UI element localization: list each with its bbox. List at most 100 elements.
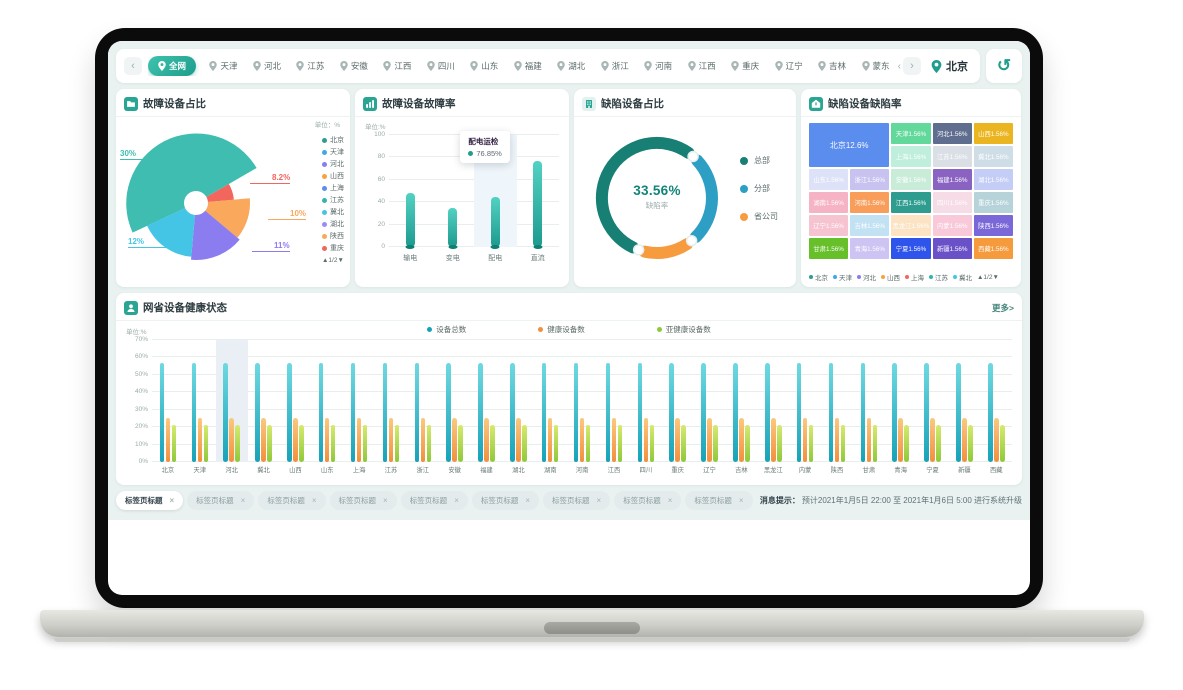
region-tab-8[interactable]: 福建	[512, 57, 544, 75]
treemap-cell-21[interactable]: 陕西1.56%	[973, 215, 1013, 236]
health-bar-2-2[interactable]	[235, 425, 240, 462]
region-tab-7[interactable]: 山东	[468, 57, 500, 75]
treemap-cell-5[interactable]: 江苏1.56%	[932, 146, 972, 167]
treemap-legend-pager[interactable]: ▲1/2▼	[977, 273, 999, 281]
legend-pager[interactable]: ▲1/2▼	[322, 257, 344, 264]
city-selector[interactable]: 北京	[927, 58, 972, 74]
health-bar-4-1[interactable]	[293, 418, 298, 462]
health-bar-6-2[interactable]	[362, 425, 368, 462]
health-bar-5-1[interactable]	[324, 418, 330, 462]
health-bar-22-0[interactable]	[860, 362, 866, 462]
health-bar-26-1[interactable]	[994, 418, 999, 462]
health-bar-7-1[interactable]	[388, 418, 394, 462]
treemap-legend-item-2[interactable]: 河北	[857, 272, 876, 282]
health-bar-26-0[interactable]	[988, 362, 993, 462]
tab-6[interactable]: 标签页标题 ×	[543, 491, 611, 510]
health-bar-4-2[interactable]	[299, 425, 304, 462]
health-legend-item-1[interactable]: 健康设备数	[538, 324, 585, 335]
legend-item-0[interactable]: 北京	[322, 135, 344, 146]
gauge-legend-item-0[interactable]: 总部	[740, 155, 778, 166]
region-tab-5[interactable]: 江西	[381, 57, 413, 75]
treemap-cell-4[interactable]: 上海1.56%	[891, 146, 931, 167]
health-bar-16-2[interactable]	[681, 425, 686, 462]
close-icon[interactable]: ×	[169, 496, 175, 505]
legend-item-5[interactable]: 江苏	[322, 195, 344, 206]
close-icon[interactable]: ×	[525, 496, 531, 505]
close-icon[interactable]: ×	[383, 496, 388, 505]
health-bar-20-0[interactable]	[796, 362, 802, 462]
health-bar-0-1[interactable]	[165, 418, 171, 462]
health-bar-12-2[interactable]	[553, 425, 559, 462]
treemap-legend-item-1[interactable]: 天津	[833, 272, 852, 282]
health-bar-17-0[interactable]	[701, 362, 706, 462]
health-bar-23-2[interactable]	[904, 425, 909, 462]
tab-0[interactable]: 标签页标题 ×	[116, 491, 184, 510]
legend-item-4[interactable]: 上海	[322, 183, 344, 194]
health-bar-23-0[interactable]	[892, 362, 897, 462]
health-bar-3-2[interactable]	[267, 425, 272, 462]
treemap-cell-19[interactable]: 黑龙江1.56%	[891, 215, 931, 236]
region-tab-10[interactable]: 浙江	[599, 57, 631, 75]
tab-8[interactable]: 标签页标题 ×	[685, 491, 753, 510]
health-bar-14-1[interactable]	[611, 418, 617, 462]
health-bar-11-0[interactable]	[510, 362, 515, 462]
health-bar-21-2[interactable]	[840, 425, 846, 462]
refresh-button[interactable]: ↺	[986, 49, 1022, 83]
treemap-cell-17[interactable]: 辽宁1.56%	[809, 215, 849, 236]
bar-0[interactable]	[405, 193, 415, 249]
pie-slice-2[interactable]	[196, 198, 251, 238]
health-bar-14-2[interactable]	[617, 425, 623, 462]
treemap-cell-25[interactable]: 新疆1.56%	[932, 238, 972, 259]
health-bar-4-0[interactable]	[287, 362, 292, 462]
health-bar-9-0[interactable]	[446, 362, 451, 462]
gauge-legend-item-2[interactable]: 省公司	[740, 211, 778, 222]
pager-next-button[interactable]: ›	[903, 57, 921, 75]
more-link[interactable]: 更多>	[992, 302, 1014, 313]
tab-1[interactable]: 标签页标题 ×	[187, 491, 255, 510]
region-tab-15[interactable]: 吉林	[816, 57, 848, 75]
close-icon[interactable]: ×	[596, 496, 602, 505]
pie-slice-4[interactable]	[147, 203, 196, 257]
gauge-legend-item-1[interactable]: 分部	[740, 183, 778, 194]
health-bar-1-2[interactable]	[203, 425, 209, 462]
region-tab-3[interactable]: 江苏	[294, 57, 326, 75]
health-bar-18-0[interactable]	[733, 362, 738, 462]
tab-2[interactable]: 标签页标题 ×	[258, 491, 326, 510]
close-icon[interactable]: ×	[311, 496, 317, 505]
treemap-cell-12[interactable]: 湖南1.56%	[809, 192, 849, 213]
health-bar-24-1[interactable]	[930, 418, 935, 462]
health-bar-19-0[interactable]	[765, 362, 770, 462]
treemap-cell-1[interactable]: 天津1.56%	[891, 123, 931, 144]
health-bar-13-1[interactable]	[579, 418, 585, 462]
treemap-cell-9[interactable]: 安徽1.56%	[891, 169, 931, 190]
health-bar-23-1[interactable]	[898, 418, 903, 462]
health-bar-22-2[interactable]	[872, 425, 878, 462]
health-bar-12-0[interactable]	[541, 362, 547, 462]
health-bar-1-1[interactable]	[197, 418, 203, 462]
close-icon[interactable]: ×	[667, 496, 673, 505]
region-tab-9[interactable]: 湖北	[555, 57, 587, 75]
health-bar-17-1[interactable]	[707, 418, 712, 462]
tab-3[interactable]: 标签页标题 ×	[329, 491, 397, 510]
treemap-legend-item-5[interactable]: 江苏	[929, 272, 948, 282]
health-bar-0-2[interactable]	[171, 425, 177, 462]
legend-item-6[interactable]: 冀北	[322, 207, 344, 218]
health-bar-3-1[interactable]	[261, 418, 266, 462]
health-bar-15-1[interactable]	[643, 418, 649, 462]
health-bar-14-0[interactable]	[605, 362, 611, 462]
health-bar-8-2[interactable]	[426, 425, 432, 462]
health-bar-19-2[interactable]	[777, 425, 782, 462]
health-bar-5-0[interactable]	[318, 362, 324, 462]
health-bar-24-0[interactable]	[924, 362, 929, 462]
health-bar-10-1[interactable]	[484, 418, 489, 462]
treemap-cell-15[interactable]: 四川1.56%	[932, 192, 972, 213]
health-bar-9-2[interactable]	[458, 425, 463, 462]
legend-item-7[interactable]: 湖北	[322, 219, 344, 230]
health-bar-11-2[interactable]	[522, 425, 527, 462]
health-bar-13-0[interactable]	[573, 362, 579, 462]
health-bar-25-2[interactable]	[968, 425, 973, 462]
region-tab-16[interactable]: 蒙东	[860, 57, 892, 75]
treemap-cell-14[interactable]: 江西1.56%	[891, 192, 931, 213]
treemap-cell-10[interactable]: 福建1.56%	[932, 169, 972, 190]
health-bar-25-0[interactable]	[956, 362, 961, 462]
